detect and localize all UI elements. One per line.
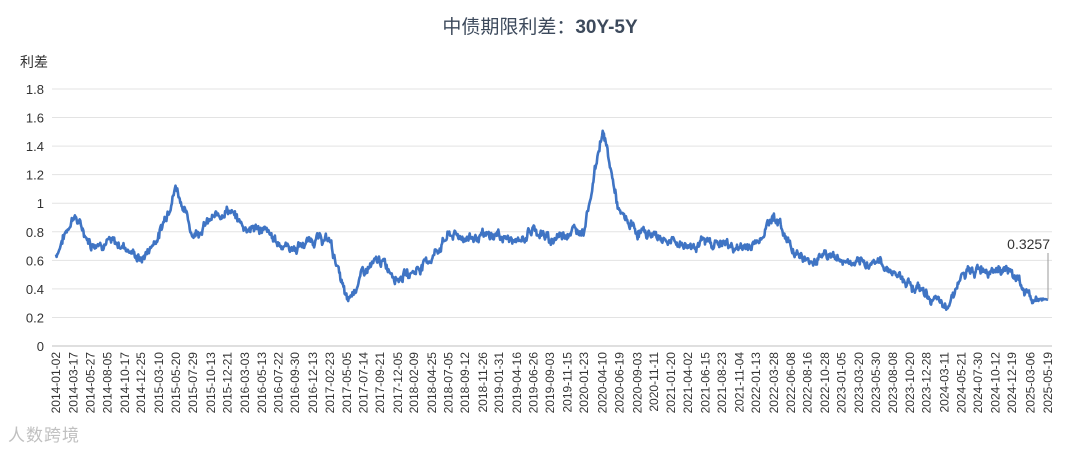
series-line [54,129,1049,311]
x-tick-label: 2024-03-11 [937,352,951,413]
x-tick-label: 2016-03-03 [238,352,252,414]
x-tick-label: 2022-03-28 [767,352,781,414]
y-tick-label: 1.6 [26,111,44,126]
x-tick-label: 2020-06-19 [612,352,626,414]
watermark: 人数跨境 [8,426,80,446]
y-tick-label: 1.2 [26,168,44,183]
x-tick-label: 2015-03-10 [152,352,166,414]
x-tick-label: 2019-09-03 [543,352,557,414]
x-tick-label: 2019-11-15 [561,352,575,413]
x-tick-label: 2022-01-13 [749,352,763,414]
x-tick-label: 2017-07-14 [357,352,371,414]
x-tick-label: 2023-10-20 [903,352,917,414]
x-tick-label: 2014-08-05 [100,352,114,414]
x-tick-label: 2023-08-08 [886,352,900,414]
y-tick-label: 1.4 [26,139,44,154]
x-tick-label: 2024-05-21 [954,352,968,414]
x-tick-label: 2016-09-30 [288,352,302,414]
x-tick-label: 2017-02-23 [323,352,337,414]
x-tick-label: 2019-06-26 [527,352,541,414]
x-tick-label: 2022-10-28 [818,352,832,414]
x-tick-label: 2017-05-05 [340,352,354,414]
x-tick-label: 2023-03-20 [852,352,866,414]
x-tick-label: 2017-09-21 [373,352,387,414]
x-tick-label: 2014-05-27 [84,352,98,414]
x-tick-label: 2020-01-23 [577,352,591,414]
x-tick-label: 2016-12-13 [306,352,320,414]
x-tick-label: 2023-05-30 [869,352,883,414]
x-tick-label: 2017-12-05 [391,352,405,414]
x-tick-label: 2020-09-03 [631,352,645,414]
y-tick-label: 0.8 [26,225,44,240]
chart-title: 中债期限利差：30Y-5Y [0,12,1080,39]
chart-title-cn: 中债期限利差： [442,16,576,38]
x-tick-label: 2021-01-20 [664,352,678,414]
x-tick-label: 2016-07-22 [272,352,286,414]
x-tick-label: 2020-04-10 [596,352,610,414]
y-tick-label: 0.2 [26,310,44,325]
y-tick-label: 1.8 [26,82,44,97]
x-tick-label: 2018-04-25 [425,352,439,414]
x-tick-label: 2018-09-12 [458,352,472,414]
x-tick-label: 2015-07-29 [186,352,200,414]
chart-title-en: 30Y-5Y [575,17,638,38]
y-axis-label: 利差 [20,55,48,71]
x-tick-label: 2018-11-26 [476,352,490,413]
x-tick-label: 2019-04-16 [510,352,524,414]
x-tick-label: 2021-08-23 [715,352,729,414]
x-tick-label: 2015-05-20 [169,352,183,414]
x-tick-label: 2014-03-17 [67,352,81,414]
x-tick-label: 2025-03-06 [1023,352,1037,414]
x-tick-label: 2020-11-11 [647,352,661,412]
x-tick-label: 2021-04-02 [681,352,695,414]
y-tick-label: 0.6 [26,253,44,268]
x-tick-label: 2024-07-30 [971,352,985,414]
x-tick-label: 2024-10-12 [989,352,1003,414]
x-tick-label: 2024-12-19 [1005,352,1019,414]
x-tick-label: 2023-01-05 [834,352,848,414]
x-tick-label: 2018-07-05 [442,352,456,414]
x-tick-label: 2016-05-13 [255,352,269,414]
x-tick-label: 2022-06-08 [784,352,798,414]
x-tick-label: 2019-01-31 [492,352,506,414]
x-tick-label: 2015-10-13 [204,352,218,414]
x-tick-label: 2014-10-17 [118,352,132,414]
x-tick-label: 2021-11-04 [733,352,747,413]
x-tick-label: 2014-12-25 [134,352,148,414]
x-tick-label: 2021-06-15 [699,352,713,414]
y-tick-label: 0.4 [26,282,44,297]
x-tick-label: 2023-12-28 [920,352,934,414]
end-value-label: 0.3257 [1007,236,1050,252]
x-tick-label: 2018-02-09 [407,352,421,414]
y-tick-label: 1 [37,196,44,211]
x-tick-label: 2025-05-19 [1041,352,1055,414]
x-tick-label: 2022-08-16 [801,352,815,414]
x-tick-label: 2014-01-02 [49,352,63,414]
x-tick-label: 2015-12-21 [220,352,234,414]
y-tick-label: 0 [37,339,44,354]
